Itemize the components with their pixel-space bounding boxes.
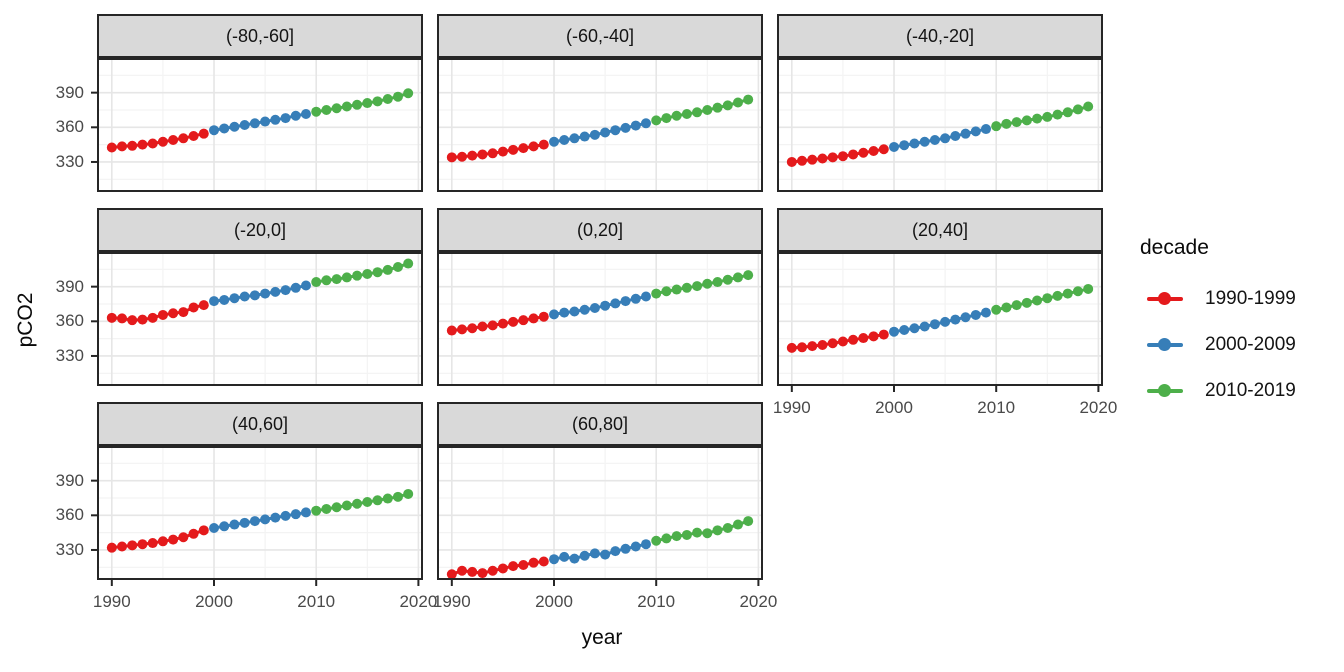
legend: decade 1990-1999 2000-2009 2010-2019: [1137, 222, 1343, 408]
x-tick-label: 1990: [432, 592, 471, 611]
facet-strip: (20,40]: [777, 208, 1103, 252]
facet-panel-svg: [777, 58, 1103, 192]
facet-lat-20-40: (20,40]: [777, 208, 1103, 392]
y-tick-label: 360: [55, 311, 84, 331]
y-tick-label: 330: [55, 151, 84, 171]
legend-item-2010-2019: 2010-2019: [1140, 380, 1340, 402]
facet-strip-label: (-80,-60]: [225, 25, 295, 46]
y-tick-label: 360: [55, 117, 84, 137]
facet-panel-svg: [777, 252, 1103, 392]
legend-item-label: 2000-2009: [1205, 334, 1296, 355]
facet-lat--20-0: (-20,0]: [91, 208, 423, 386]
facet-lat--60--40: (-60,-40]: [437, 14, 763, 192]
legend-item-label: 1990-1999: [1205, 288, 1296, 309]
x-tick-label: 2000: [875, 398, 913, 417]
legend-title: decade: [1140, 236, 1209, 259]
legend-item-1990-1999: 1990-1999: [1140, 288, 1340, 310]
point-icon: [1158, 384, 1171, 397]
facet-panel-svg: [437, 58, 763, 192]
facet-strip-label: (40,60]: [231, 413, 289, 434]
facet-strip: (0,20]: [437, 208, 763, 252]
x-tick-label: 1990: [92, 592, 131, 611]
legend-key: [1147, 288, 1183, 310]
facet-lat-40-60: (40,60]: [91, 402, 423, 586]
facet-strip: (40,60]: [97, 402, 423, 446]
facet-panel-svg: [437, 446, 763, 586]
y-tick-label: 390: [55, 82, 84, 102]
y-tick-label: 330: [55, 345, 84, 365]
facet-strip-label: (60,80]: [571, 413, 629, 434]
facet-lat-0-20: (0,20]: [437, 208, 763, 386]
y-tick-label: 330: [55, 539, 84, 559]
facet-lat-60-80: (60,80]: [437, 402, 763, 586]
facet-lat--80--60: (-80,-60]: [91, 14, 423, 192]
facet-strip: (-80,-60]: [97, 14, 423, 58]
legend-key: [1147, 334, 1183, 356]
x-tick-label: 2000: [535, 592, 573, 611]
facet-strip: (-40,-20]: [777, 14, 1103, 58]
point-icon: [1158, 338, 1171, 351]
x-tick-label: 2020: [739, 592, 778, 611]
x-tick-label: 1990: [772, 398, 811, 417]
facet-lat--40--20: (-40,-20]: [777, 14, 1103, 192]
facet-strip-label: (-60,-40]: [565, 25, 635, 46]
x-axis-title: year: [581, 626, 623, 649]
facet-panel-svg: [91, 58, 423, 192]
facet-strip-label: (-20,0]: [233, 219, 287, 240]
x-tick-label: 2000: [195, 592, 233, 611]
y-tick-label: 390: [55, 276, 84, 296]
y-tick-label: 360: [55, 505, 84, 525]
facet-strip-label: (20,40]: [911, 219, 969, 240]
facet-panel-svg: [91, 446, 423, 586]
facet-strip: (-60,-40]: [437, 14, 763, 58]
legend-key: [1147, 380, 1183, 402]
facet-strip: (60,80]: [437, 402, 763, 446]
facet-strip: (-20,0]: [97, 208, 423, 252]
facet-strip-label: (-40,-20]: [905, 25, 975, 46]
x-tick-label: 2020: [399, 592, 438, 611]
point-icon: [1158, 292, 1171, 305]
y-tick-label: 390: [55, 470, 84, 490]
facet-strip-label: (0,20]: [576, 219, 624, 240]
x-tick-label: 2010: [297, 592, 336, 611]
x-tick-label: 2010: [977, 398, 1016, 417]
x-tick-label: 2020: [1079, 398, 1118, 417]
legend-item-label: 2010-2019: [1205, 380, 1296, 401]
legend-item-2000-2009: 2000-2009: [1140, 334, 1340, 356]
facet-panel-svg: [437, 252, 763, 386]
facet-panel-svg: [91, 252, 423, 386]
y-axis-title: pCO2: [14, 292, 37, 348]
x-tick-label: 2010: [637, 592, 676, 611]
